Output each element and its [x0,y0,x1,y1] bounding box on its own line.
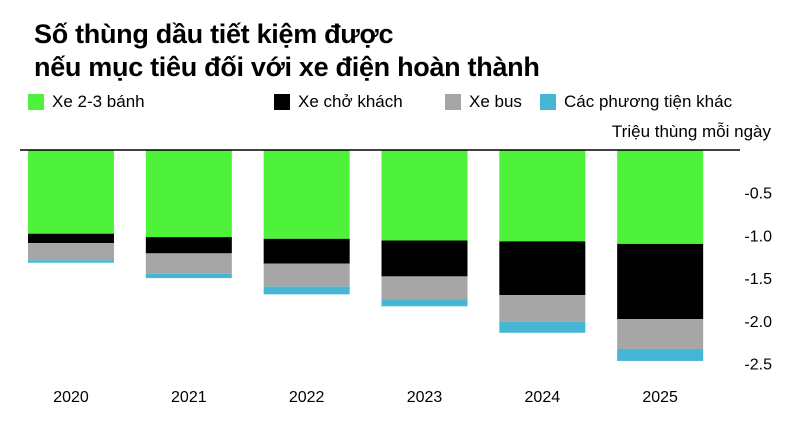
y-tick-label-neg-0-5: -0.5 [744,186,772,203]
bar-2023-cac-phuong-tien-khac [381,299,468,307]
x-tick-label-2021: 2021 [171,389,207,406]
x-axis-labels: 2020 2021 2022 2023 2024 2025 [53,389,678,406]
bar-2024-xe-bus [499,295,586,322]
y-tick-label-neg-2-5: -2.5 [744,357,772,374]
legend-label-passenger-cars: Xe chở khách [298,92,403,111]
bar-2021-xe-cho-khach [145,237,232,254]
bar-2023-xe-bus [381,276,468,300]
bar-2020-xe-2-3-banh [28,150,114,234]
y-tick-label-neg-1-0: -1.0 [744,228,772,245]
bars-group [28,150,704,361]
chart-title-line-1: Số thùng dầu tiết kiệm được [34,19,394,49]
x-tick-label-2022: 2022 [289,389,325,406]
bar-2020-xe-cho-khach [28,233,114,244]
bar-2020-xe-bus [28,243,114,261]
x-tick-label-2020: 2020 [53,389,89,406]
chart-legend: Xe 2-3 bánh Xe chở khách Xe bus Các phươ… [28,92,778,114]
legend-swatch-other-vehicles [540,94,556,110]
bar-2022-xe-2-3-banh [263,150,350,239]
x-tick-label-2024: 2024 [525,389,561,406]
bar-2022-xe-bus [263,263,350,287]
legend-label-two-three-wheelers: Xe 2-3 bánh [52,92,145,111]
chart-title-line-2: nếu mục tiêu đối với xe điện hoàn thành [34,52,540,82]
bar-2023-xe-cho-khach [381,240,468,277]
legend-item-passenger-cars: Xe chở khách [274,92,403,112]
legend-item-buses: Xe bus [445,92,522,112]
legend-swatch-passenger-cars [274,94,290,110]
bar-2025-xe-cho-khach [617,243,704,320]
bar-2025-cac-phuong-tien-khac [617,348,704,361]
legend-item-two-three-wheelers: Xe 2-3 bánh [28,92,145,112]
x-tick-label-2023: 2023 [407,389,443,406]
y-axis-ticks: -0.5 -1.0 -1.5 -2.0 -2.5 [744,186,772,374]
bar-2021-xe-bus [145,253,232,274]
y-tick-label-neg-2-0: -2.0 [744,314,772,331]
bar-2021-cac-phuong-tien-khac [145,273,232,279]
y-tick-label-neg-1-5: -1.5 [744,271,772,288]
bar-2025-xe-2-3-banh [617,150,704,244]
bar-2021-xe-2-3-banh [145,150,232,238]
x-tick-label-2025: 2025 [642,389,678,406]
chart-title: Số thùng dầu tiết kiệm được nếu mục tiêu… [34,18,774,84]
bar-2024-xe-cho-khach [499,241,586,296]
bar-2024-cac-phuong-tien-khac [499,321,586,333]
legend-label-other-vehicles: Các phương tiện khác [564,92,733,111]
legend-label-buses: Xe bus [469,92,522,111]
legend-item-other-vehicles: Các phương tiện khác [540,92,732,112]
bar-2020-cac-phuong-tien-khac [28,260,114,263]
bar-2025-xe-bus [617,319,704,349]
bar-2022-cac-phuong-tien-khac [263,286,350,295]
bar-2024-xe-2-3-banh [499,150,586,242]
legend-swatch-two-three-wheelers [28,94,44,110]
y-axis-unit-label: Triệu thùng mỗi ngày [611,122,771,141]
bar-2022-xe-cho-khach [263,238,350,264]
legend-swatch-buses [445,94,461,110]
bar-2023-xe-2-3-banh [381,150,468,241]
